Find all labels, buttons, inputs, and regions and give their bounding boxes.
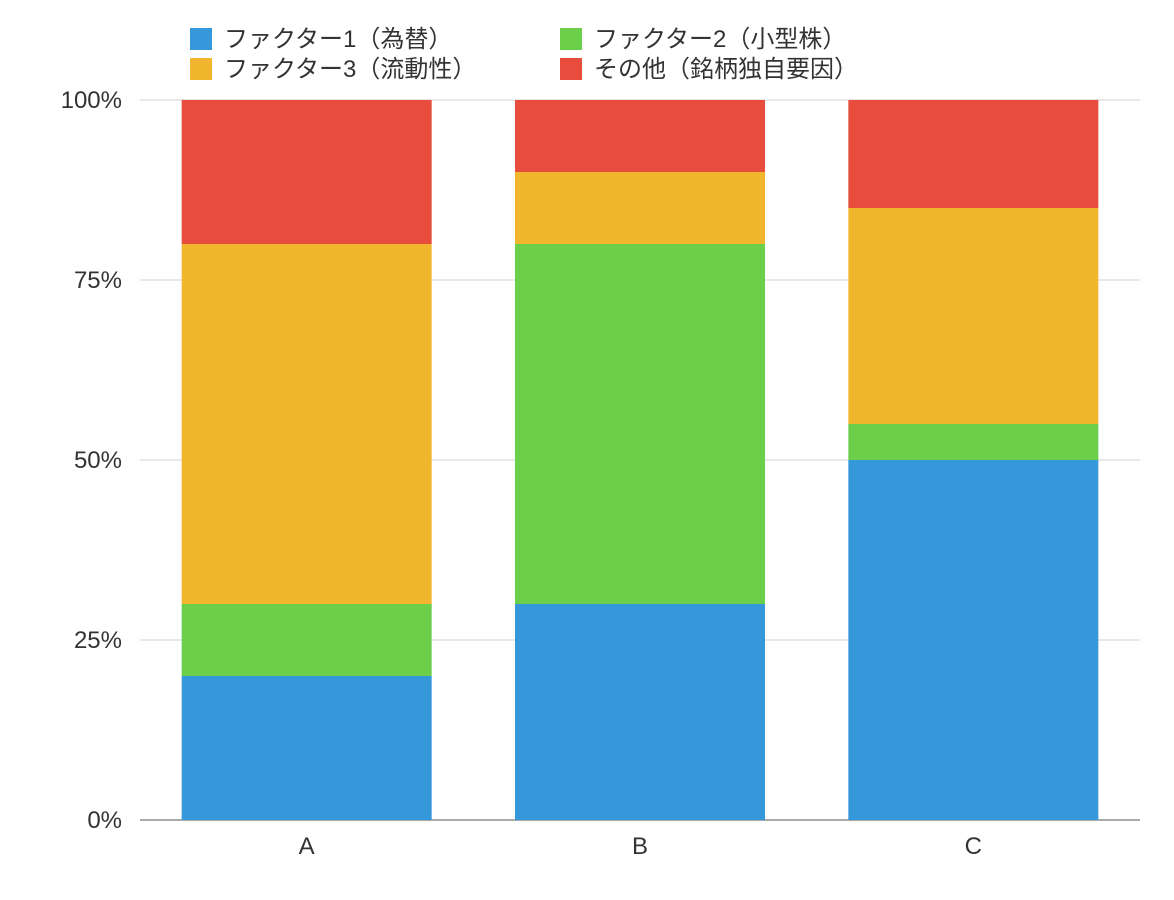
x-category-label: C <box>965 833 982 860</box>
bar-segment-A-factor1 <box>182 676 432 820</box>
bar-segment-A-factor3 <box>182 244 432 604</box>
bar-segment-C-other <box>848 100 1098 208</box>
legend-swatch-other <box>560 58 582 80</box>
legend-label-other: その他（銘柄独自要因） <box>594 56 858 83</box>
bar-segment-C-factor1 <box>848 460 1098 820</box>
bar-segment-A-factor2 <box>182 604 432 676</box>
x-category-label: B <box>632 833 648 860</box>
y-tick-label: 75% <box>74 267 122 294</box>
legend-label-factor3: ファクター3（流動性） <box>224 56 476 83</box>
x-category-label: A <box>299 833 315 860</box>
bar-segment-A-other <box>182 100 432 244</box>
legend-swatch-factor2 <box>560 28 582 50</box>
y-tick-label: 0% <box>87 807 122 834</box>
bar-segment-B-factor3 <box>515 172 765 244</box>
bar-segment-C-factor2 <box>848 424 1098 460</box>
bar-segment-C-factor3 <box>848 208 1098 424</box>
bar-segment-B-factor2 <box>515 244 765 604</box>
y-tick-label: 25% <box>74 627 122 654</box>
legend-label-factor2: ファクター2（小型株） <box>594 26 846 53</box>
factor-stacked-bar-chart: 0% 25% 50% 75% 100% A B C ファクター1（為替） ファクター2（小型株） フ… <box>0 0 1174 900</box>
legend-label-factor1: ファクター1（為替） <box>224 26 452 53</box>
bar-segment-B-other <box>515 100 765 172</box>
legend-swatch-factor1 <box>190 28 212 50</box>
y-tick-label: 100% <box>61 87 122 114</box>
chart-svg: 0% 25% 50% 75% 100% A B C ファクター1（為替） ファクター2（小型株） フ… <box>0 0 1174 900</box>
y-tick-label: 50% <box>74 447 122 474</box>
legend-swatch-factor3 <box>190 58 212 80</box>
bar-segment-B-factor1 <box>515 604 765 820</box>
